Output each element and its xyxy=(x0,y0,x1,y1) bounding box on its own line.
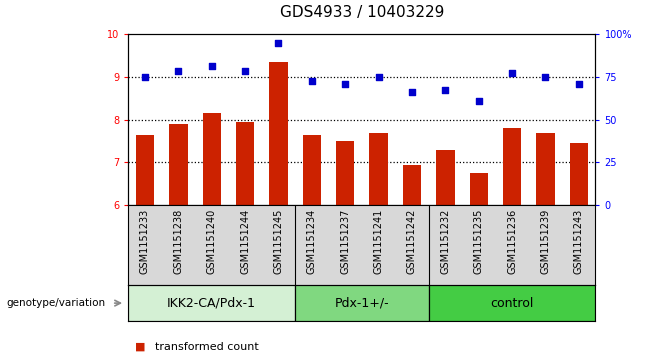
Text: GSM1151244: GSM1151244 xyxy=(240,208,250,274)
Bar xyxy=(570,143,588,205)
Text: GSM1151241: GSM1151241 xyxy=(374,208,384,274)
Text: GSM1151235: GSM1151235 xyxy=(474,208,484,274)
Text: control: control xyxy=(490,297,534,310)
Bar xyxy=(536,132,555,205)
Text: IKK2-CA/Pdx-1: IKK2-CA/Pdx-1 xyxy=(167,297,256,310)
Text: GSM1151234: GSM1151234 xyxy=(307,208,317,274)
Point xyxy=(273,40,284,46)
Bar xyxy=(269,62,288,205)
Bar xyxy=(369,132,388,205)
Point xyxy=(173,68,184,74)
Text: GSM1151239: GSM1151239 xyxy=(540,208,551,274)
Point xyxy=(440,87,451,93)
Point xyxy=(207,64,217,69)
Point xyxy=(240,68,250,74)
Point xyxy=(407,89,417,95)
Bar xyxy=(295,285,428,321)
Text: GSM1151238: GSM1151238 xyxy=(173,208,184,274)
Bar xyxy=(203,113,221,205)
Text: GSM1151245: GSM1151245 xyxy=(274,208,284,274)
Text: GSM1151236: GSM1151236 xyxy=(507,208,517,274)
Bar xyxy=(169,124,188,205)
Point xyxy=(139,74,150,80)
Point xyxy=(507,70,517,76)
Bar xyxy=(503,129,521,205)
Text: GSM1151243: GSM1151243 xyxy=(574,208,584,274)
Bar xyxy=(303,135,321,205)
Text: GSM1151233: GSM1151233 xyxy=(140,208,150,274)
Text: GDS4933 / 10403229: GDS4933 / 10403229 xyxy=(280,5,444,20)
Point xyxy=(540,74,551,80)
Bar xyxy=(236,122,254,205)
Text: Pdx-1+/-: Pdx-1+/- xyxy=(334,297,390,310)
Bar xyxy=(470,173,488,205)
Text: transformed count: transformed count xyxy=(155,342,259,352)
Bar xyxy=(403,164,421,205)
Text: GSM1151240: GSM1151240 xyxy=(207,208,216,274)
Text: GSM1151237: GSM1151237 xyxy=(340,208,350,274)
Bar xyxy=(136,135,154,205)
Point xyxy=(307,78,317,84)
Bar xyxy=(128,285,295,321)
Point xyxy=(574,81,584,86)
Bar xyxy=(428,285,595,321)
Point xyxy=(340,81,351,86)
Point xyxy=(474,98,484,103)
Text: GSM1151242: GSM1151242 xyxy=(407,208,417,274)
Point xyxy=(373,74,384,80)
Bar xyxy=(436,150,455,205)
Text: genotype/variation: genotype/variation xyxy=(7,298,106,308)
Text: ■: ■ xyxy=(135,342,145,352)
Bar xyxy=(336,141,355,205)
Text: GSM1151232: GSM1151232 xyxy=(440,208,450,274)
